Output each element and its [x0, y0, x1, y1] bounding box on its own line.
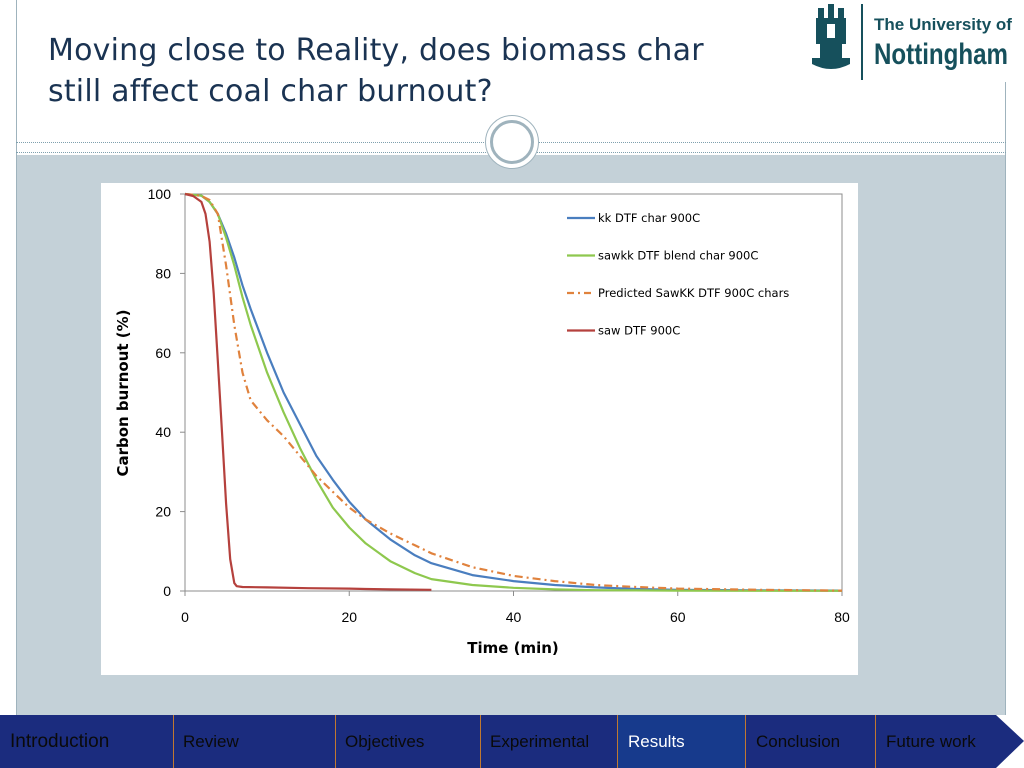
slide-title: Moving close to Reality, does biomass ch…	[48, 30, 808, 112]
y-tick-label: 0	[163, 583, 171, 599]
logo-text-line-2: Nottingham	[874, 38, 1008, 71]
y-tick-label: 20	[155, 504, 171, 520]
nav-separator	[745, 715, 746, 768]
y-tick-label: 40	[155, 424, 171, 440]
y-tick-label: 100	[148, 186, 172, 202]
series-line-sawkk-dtf-blend-char-900c	[184, 192, 842, 592]
series-line-predicted-sawkk-dtf-900c-chars	[184, 192, 843, 592]
castle-crest-icon	[812, 4, 850, 69]
legend-label-predicted-sawkk-dtf-900c-chars: Predicted SawKK DTF 900C chars	[598, 286, 789, 300]
header-ring-ornament	[485, 115, 539, 169]
nav-separator	[875, 715, 876, 768]
slide-frame-left	[16, 0, 17, 715]
nav-item-objectives[interactable]: Objectives	[345, 732, 425, 751]
nav-item-results[interactable]: Results	[628, 732, 685, 751]
logo-divider	[861, 4, 863, 80]
x-tick-label: 20	[341, 609, 357, 625]
series-line-saw-dtf-900c	[184, 192, 432, 591]
x-tick-label: 60	[670, 609, 686, 625]
y-axis-title: Carbon burnout (%)	[114, 309, 132, 476]
x-tick-label: 40	[506, 609, 522, 625]
legend-label-sawkk-dtf-blend-char-900c: sawkk DTF blend char 900C	[598, 249, 758, 263]
nav-item-review[interactable]: Review	[183, 732, 239, 751]
university-logo: The University of Nottingham	[806, 0, 1016, 82]
nav-item-experimental[interactable]: Experimental	[490, 732, 590, 751]
legend-label-saw-dtf-900c: saw DTF 900C	[598, 324, 680, 338]
slide-title-line-1: Moving close to Reality, does biomass ch…	[48, 33, 704, 68]
nav-separator	[617, 715, 618, 768]
slide-frame-right	[1005, 82, 1006, 715]
nav-separator	[480, 715, 481, 768]
x-tick-label: 80	[834, 609, 850, 625]
chart-legend: kk DTF char 900C sawkk DTF blend char 900…	[567, 211, 789, 338]
nav-separator	[173, 715, 174, 768]
x-axis-title: Time (min)	[467, 639, 559, 657]
x-tick-label: 0	[181, 609, 189, 625]
nav-item-introduction[interactable]: Introduction	[10, 731, 110, 752]
logo-text-line-1: The University of	[874, 15, 1012, 34]
legend-label-kk-dtf-char-900c: kk DTF char 900C	[598, 211, 700, 225]
nav-item-future-work[interactable]: Future work	[886, 732, 976, 751]
nav-item-conclusion[interactable]: Conclusion	[756, 732, 841, 751]
y-tick-label: 60	[155, 345, 171, 361]
slide-title-line-2: still affect coal char burnout?	[48, 74, 493, 109]
burnout-chart: 0 20 40 60 80 100 0 20 40 60 80 Carbon burnout (%)…	[114, 186, 850, 657]
y-tick-label: 80	[155, 265, 171, 281]
section-nav-bar: Introduction Review Objectives Experimental…	[0, 715, 1024, 768]
chart-panel: 0 20 40 60 80 100 0 20 40 60 80 Carbon burnout (%)…	[101, 183, 858, 675]
nav-separator	[335, 715, 336, 768]
